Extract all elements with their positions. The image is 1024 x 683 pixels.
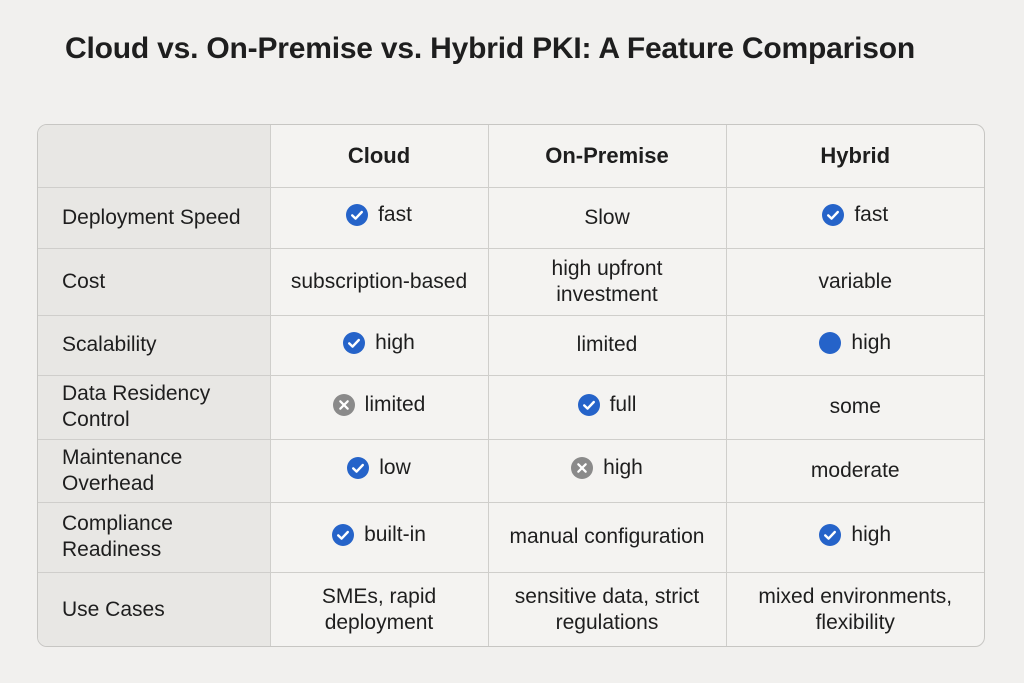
cell-content: high	[571, 455, 643, 481]
cell-text: low	[379, 456, 411, 479]
cell-content: full	[577, 392, 637, 418]
cell-on-premise: limited	[487, 314, 727, 376]
cell-text: high	[851, 330, 892, 354]
table-row: Deployment Speed fast Slow fast	[38, 186, 984, 249]
x-icon	[571, 457, 594, 479]
cell-text: fast	[854, 203, 889, 226]
cell-content: moderate	[811, 458, 900, 484]
check-icon	[577, 393, 600, 416]
cell-content: high	[819, 330, 891, 356]
column-header-cloud: Cloud	[269, 125, 489, 188]
cell-content: limited	[577, 332, 638, 358]
cell-cloud: subscription-based	[269, 247, 489, 316]
cell-hybrid: variable	[725, 247, 984, 316]
column-header-hybrid: Hybrid	[725, 125, 984, 188]
feature-label: Compliance Readiness	[38, 501, 271, 573]
comparison-table-container: Cloud On-Premise Hybrid Deployment Speed…	[37, 124, 985, 647]
table-row: Compliance Readiness built-in manual confi…	[38, 501, 984, 573]
cell-text: subscription-based	[290, 269, 468, 293]
cell-on-premise: manual configuration	[487, 501, 727, 573]
cell-content: subscription-based	[291, 269, 467, 295]
cell-text: manual configuration	[509, 525, 705, 548]
cell-hybrid: high	[725, 314, 984, 376]
table-row: Use Cases SMEs, rapid deployment sensitive…	[38, 571, 984, 646]
feature-label: Deployment Speed	[38, 186, 271, 249]
cell-text: mixed environments, flexibility	[758, 584, 953, 634]
cell-cloud: limited	[269, 374, 489, 440]
cell-on-premise: full	[487, 374, 727, 440]
cell-content: Slow	[584, 205, 630, 231]
check-icon	[332, 523, 355, 546]
cell-cloud: low	[269, 438, 489, 503]
cell-hybrid: fast	[725, 186, 984, 249]
table-row: Data Residency Control limited full some	[38, 374, 984, 440]
column-header-on-premise: On-Premise	[487, 125, 727, 188]
dot-icon	[819, 331, 842, 354]
cell-text: high	[603, 456, 643, 479]
cell-on-premise: sensitive data, strict regulations	[487, 571, 727, 646]
cell-content: high upfront investment	[503, 256, 712, 308]
cell-content: some	[830, 394, 881, 420]
cell-text: high upfront investment	[551, 256, 663, 306]
cell-content: sensitive data, strict regulations	[503, 584, 712, 636]
table-row: Maintenance Overhead low high moderate	[38, 438, 984, 503]
cell-content: built-in	[332, 522, 426, 548]
cell-text: high	[851, 522, 892, 546]
header-row: Cloud On-Premise Hybrid	[38, 125, 984, 188]
cell-cloud: fast	[269, 186, 489, 249]
header-corner	[38, 125, 271, 188]
feature-label: Use Cases	[38, 571, 271, 646]
feature-label: Scalability	[38, 314, 271, 376]
cell-text: Slow	[584, 205, 630, 229]
cell-content: SMEs, rapid deployment	[285, 584, 474, 636]
cell-text: SMEs, rapid deployment	[321, 584, 437, 634]
check-icon	[822, 204, 845, 226]
cell-text: fast	[378, 203, 412, 226]
cell-hybrid: some	[725, 374, 984, 440]
cell-content: limited	[332, 392, 426, 418]
cell-hybrid: high	[725, 501, 984, 573]
cell-content: variable	[818, 269, 892, 295]
cell-content: fast	[346, 202, 412, 228]
check-icon	[343, 331, 366, 354]
cell-text: variable	[818, 269, 893, 293]
feature-label: Data Residency Control	[38, 374, 271, 440]
cell-text: sensitive data, strict regulations	[514, 584, 700, 634]
cell-content: fast	[822, 202, 888, 228]
comparison-table: Cloud On-Premise Hybrid Deployment Speed…	[38, 125, 984, 646]
cell-text: moderate	[810, 458, 900, 482]
cell-hybrid: moderate	[725, 438, 984, 503]
page-title: Cloud vs. On-Premise vs. Hybrid PKI: A F…	[65, 32, 915, 65]
cell-cloud: built-in	[269, 501, 489, 573]
check-icon	[346, 204, 369, 226]
cell-text: some	[829, 395, 881, 418]
cell-text: high	[375, 330, 415, 354]
feature-label: Cost	[38, 247, 271, 316]
cell-text: limited	[364, 392, 426, 416]
cell-cloud: SMEs, rapid deployment	[269, 571, 489, 646]
feature-label: Maintenance Overhead	[38, 438, 271, 503]
check-icon	[347, 457, 370, 479]
table-row: Cost subscription-based high upfront inves…	[38, 247, 984, 316]
cell-text: limited	[576, 333, 638, 356]
table-row: Scalability high limited high	[38, 314, 984, 376]
cell-content: mixed environments, flexibility	[741, 584, 971, 636]
cell-content: high	[343, 330, 415, 356]
check-icon	[819, 523, 842, 546]
cell-on-premise: Slow	[487, 186, 727, 249]
cell-text: built-in	[364, 522, 426, 546]
cell-on-premise: high	[487, 438, 727, 503]
x-icon	[332, 393, 355, 416]
cell-text: full	[609, 392, 637, 416]
cell-content: manual configuration	[510, 524, 705, 550]
cell-hybrid: mixed environments, flexibility	[725, 571, 984, 646]
cell-content: low	[347, 455, 411, 481]
cell-cloud: high	[269, 314, 489, 376]
cell-on-premise: high upfront investment	[487, 247, 727, 316]
cell-content: high	[819, 522, 891, 548]
